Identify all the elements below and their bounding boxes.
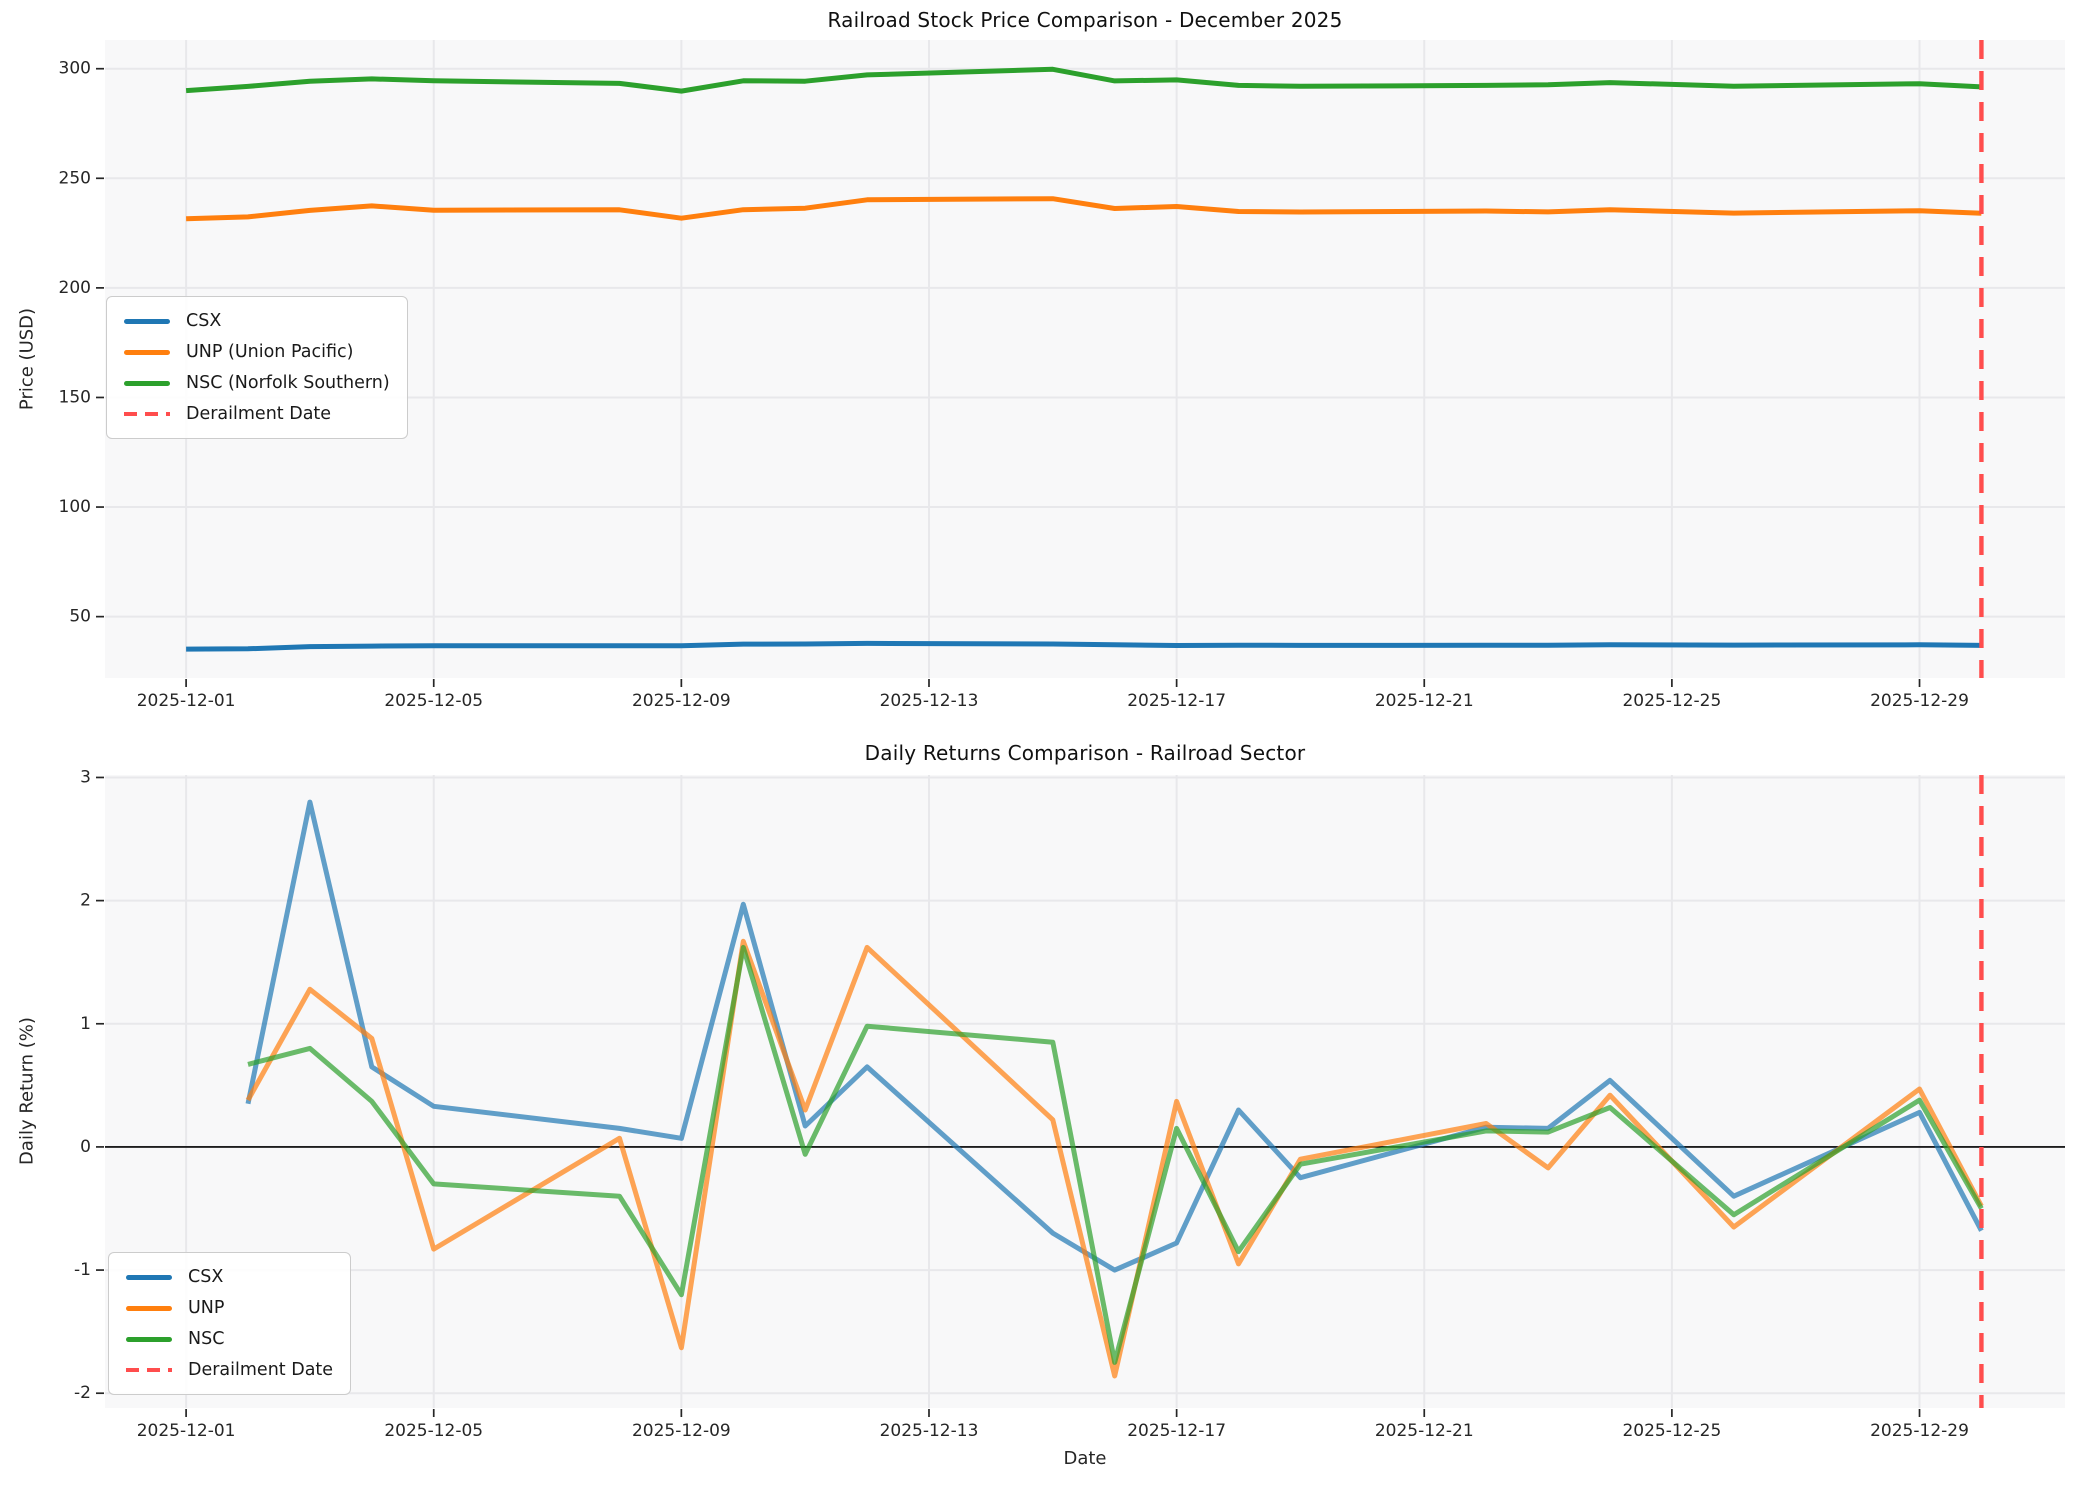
x-tick-label: 2025-12-05: [384, 691, 483, 711]
price-chart-title: Railroad Stock Price Comparison - Decemb…: [827, 8, 1343, 32]
line-swatch-icon: [124, 318, 170, 324]
x-tick-label: 2025-12-17: [1127, 1421, 1226, 1441]
x-tick-label: 2025-12-13: [880, 1421, 979, 1441]
returns-chart-canvas: 2025-12-01 2025-12-05 2025-12-09 2025-12-13…: [74, 767, 2065, 1441]
legend-label: CSX: [186, 311, 222, 331]
y-tick-label: 200: [59, 278, 91, 298]
y-tick-label: 0: [80, 1137, 91, 1157]
series-line-nsc: [185, 66, 1982, 94]
x-tick-label: 2025-12-13: [880, 691, 979, 711]
legend-label: Derailment Date: [186, 404, 332, 424]
x-tick-label: 2025-12-09: [632, 691, 731, 711]
legend-item-nsc: NSC (Norfolk Southern): [124, 372, 390, 394]
line-swatch-icon: [124, 380, 170, 386]
dashed-line-swatch-icon: [124, 412, 170, 416]
x-tick-label: 2025-12-21: [1375, 691, 1474, 711]
series-line-nsc: [247, 944, 1984, 1365]
plot-background: [105, 775, 2065, 1408]
line-swatch-icon: [126, 1336, 172, 1342]
legend-label: Derailment Date: [188, 1360, 334, 1380]
series-line-unp: [245, 938, 1984, 1379]
y-tick-label: 250: [59, 168, 91, 188]
legend-item-csx: CSX: [126, 1266, 333, 1288]
y-tick-label: 50: [69, 607, 91, 627]
legend-label: CSX: [188, 1267, 224, 1287]
line-swatch-icon: [124, 349, 170, 355]
legend-label: NSC: [188, 1329, 225, 1349]
x-tick-label: 2025-12-25: [1622, 691, 1721, 711]
x-tick-label: 2025-12-17: [1127, 691, 1226, 711]
x-tick-label: 2025-12-01: [137, 691, 236, 711]
x-tick-label: 2025-12-29: [1870, 691, 1969, 711]
y-tick-label: 1: [80, 1014, 91, 1034]
returns-chart-title: Daily Returns Comparison - Railroad Sect…: [864, 741, 1306, 765]
y-tick-label: 100: [59, 497, 91, 517]
x-tick-label: 2025-12-29: [1870, 1421, 1969, 1441]
line-swatch-icon: [126, 1305, 172, 1311]
returns-y-axis-label: Daily Return (%): [16, 1017, 38, 1165]
plot-background: [105, 40, 2065, 678]
legend-label: UNP: [188, 1298, 225, 1318]
dashed-line-swatch-icon: [126, 1368, 172, 1372]
returns-x-axis-label: Date: [1063, 1448, 1107, 1469]
y-tick-label: -2: [74, 1383, 91, 1403]
price-chart-canvas: 2025-12-01 2025-12-05 2025-12-09 2025-12-13…: [59, 40, 2065, 711]
series-line-unp: [186, 196, 1982, 222]
legend-item-unp: UNP (Union Pacific): [124, 341, 390, 363]
price-chart-legend: CSX UNP (Union Pacific) NSC (Norfolk South…: [106, 296, 408, 439]
legend-item-derailment: Derailment Date: [124, 403, 390, 425]
y-tick-label: 150: [59, 387, 91, 407]
x-tick-label: 2025-12-01: [137, 1421, 236, 1441]
legend-item-csx: CSX: [124, 310, 390, 332]
y-tick-label: -1: [74, 1260, 91, 1280]
x-tick-label: 2025-12-09: [632, 1421, 731, 1441]
series-line-csx: [186, 640, 1982, 652]
returns-chart-legend: CSX UNP NSC Derailment Date: [108, 1252, 352, 1395]
y-tick-label: 2: [80, 891, 91, 911]
price-y-axis-label: Price (USD): [16, 307, 38, 411]
y-tick-label: 3: [80, 767, 91, 787]
legend-item-derailment: Derailment Date: [126, 1359, 333, 1381]
legend-item-unp: UNP: [126, 1297, 333, 1319]
x-tick-label: 2025-12-21: [1375, 1421, 1474, 1441]
x-tick-label: 2025-12-05: [384, 1421, 483, 1441]
line-swatch-icon: [126, 1274, 172, 1280]
y-tick-label: 300: [59, 59, 91, 79]
x-tick-label: 2025-12-25: [1622, 1421, 1721, 1441]
legend-item-nsc: NSC: [126, 1328, 333, 1350]
legend-label: UNP (Union Pacific): [186, 342, 354, 362]
legend-label: NSC (Norfolk Southern): [186, 373, 390, 393]
